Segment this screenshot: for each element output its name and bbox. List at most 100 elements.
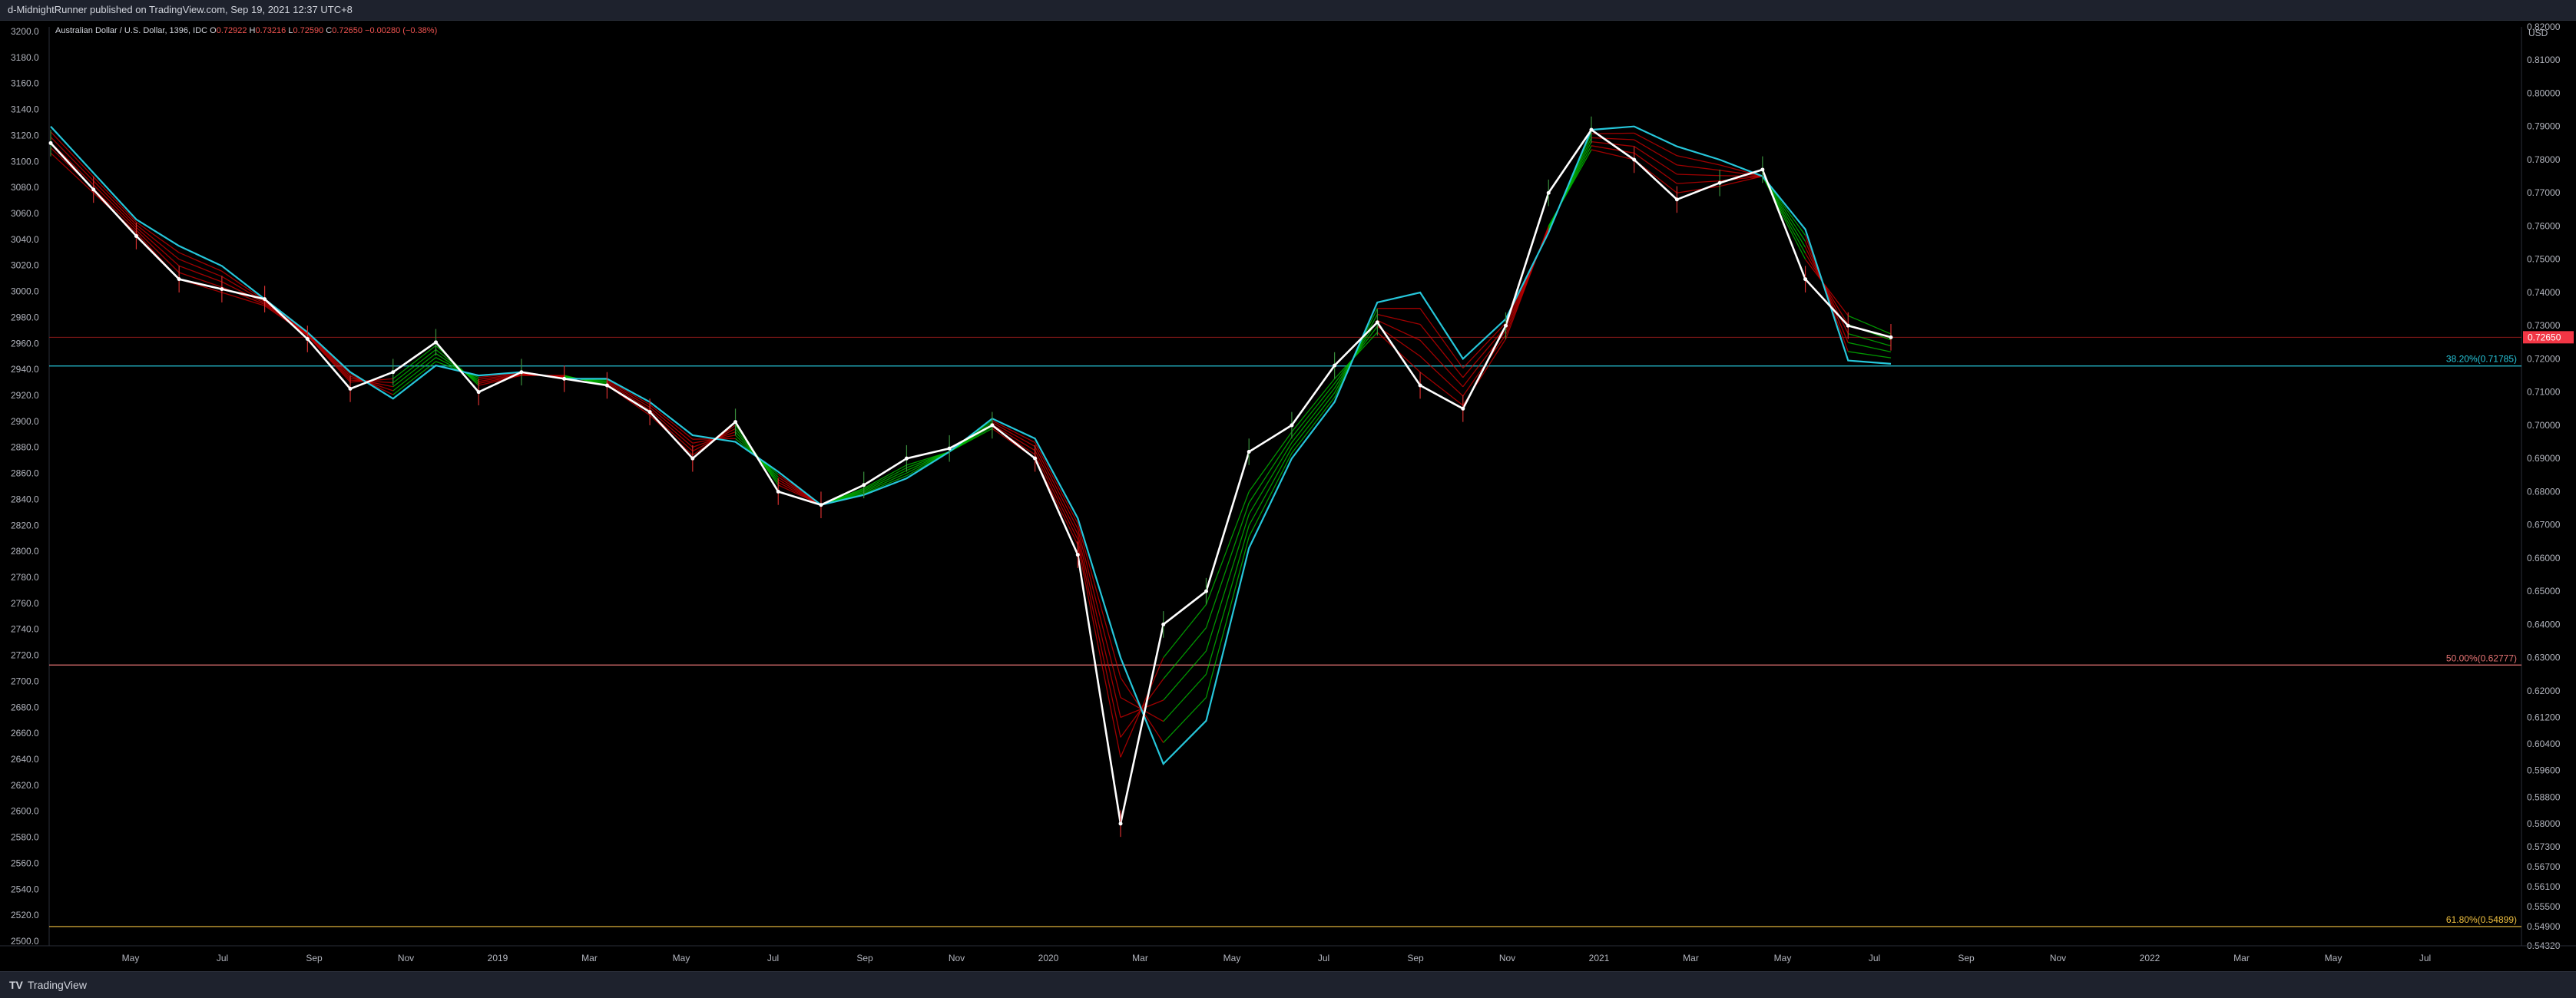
time-axis-tick: Nov [949,953,965,963]
ribbon-strand [306,333,351,377]
close-point [1717,180,1722,185]
ribbon-strand [1163,650,1207,701]
close-point [177,277,181,282]
ribbon-strand [1677,164,1720,171]
left-axis-tick: 2900.0 [11,416,39,427]
ribbon-strand [1205,491,1250,605]
ribbon-strand [1677,173,1720,177]
time-axis-tick: 2021 [1589,953,1610,963]
close-point [1375,320,1379,325]
ribbon-strand [221,281,265,304]
close-point [904,456,909,461]
ribbon-strand [1035,450,1078,535]
ribbon-strand [1634,132,1677,157]
price-chart[interactable]: 3200.0 3180.0 3160.0 3140.0 3120.0 3100.0 3080… [0,21,2576,971]
close-point [1033,456,1038,461]
ribbon-strand [607,379,651,405]
ribbon-strand [607,382,651,411]
left-axis-tick: 3060.0 [11,208,39,219]
ribbon-strand [1248,442,1293,515]
ribbon-strand [435,345,479,386]
ribbon-strand [178,265,223,283]
time-axis-tick: Sep [1958,953,1975,963]
time-axis-tick: Sep [306,953,323,963]
published-by-label: d-MidnightRunner published on TradingVie… [8,4,353,15]
right-axis-tick: 0.59600 [2527,765,2561,776]
ribbon-strand [1804,241,1849,343]
ribbon-strand [1205,514,1250,652]
close-value: 0.72650 [332,26,363,35]
ribbon-strand [1419,308,1464,368]
tradingview-logo[interactable]: TV TradingView [9,979,87,991]
ribbon-strand [349,377,393,388]
time-axis-tick: Jul [1318,953,1329,963]
close-point [348,386,353,391]
ribbon-strand [1591,137,1634,140]
close-point [862,483,866,487]
close-point [819,503,823,507]
tradingview-logo-icon: TV [9,979,23,991]
time-axis-tick: Jul [2419,953,2431,963]
ribbon-strand [992,421,1035,448]
close-point [1161,622,1166,626]
chart-area[interactable]: 3200.0 3180.0 3160.0 3140.0 3120.0 3100.0 3080… [0,21,2576,971]
right-axis-tick: 0.75000 [2527,254,2561,265]
ribbon-strand [1677,185,1720,193]
close-point [1290,423,1294,428]
open-label: O [210,26,217,35]
ribbon-strand [1634,152,1677,184]
left-axis-tick: 2760.0 [11,598,39,609]
right-axis-tick: 0.60400 [2527,739,2561,749]
ribbon-strand [1462,326,1507,378]
ribbon-strand [1163,604,1207,659]
right-axis-tick: 0.54900 [2527,921,2561,932]
right-axis-tick: 0.74000 [2527,287,2561,298]
close-point [476,390,481,395]
ema-ribbon [50,126,1892,765]
right-axis-tick: 0.80000 [2527,88,2561,98]
ribbon-strand [1848,342,1892,352]
bottom-bar: TV TradingView [0,971,2576,998]
ribbon-strand [1291,383,1336,438]
high-value: 0.73216 [255,26,286,35]
time-axis-tick: Mar [581,953,598,963]
left-axis-tick: 2740.0 [11,624,39,635]
right-price-axis: 0.82000 0.81000 0.80000 0.79000 0.78000 0.770… [2521,21,2574,951]
left-axis-tick: 2660.0 [11,728,39,739]
right-axis-tick: 0.57300 [2527,841,2561,852]
close-point [1118,821,1123,826]
left-axis-tick: 3200.0 [11,26,39,37]
ribbon-strand [1634,146,1677,175]
left-axis-tick: 3180.0 [11,52,39,63]
right-axis-tick: 0.58800 [2527,791,2561,802]
close-point [1589,127,1594,132]
close-point [220,287,224,292]
ribbon-strand [863,464,907,489]
ribbon-strand [1205,537,1250,698]
left-axis-tick: 2960.0 [11,338,39,349]
ribbon-strand [435,361,479,378]
time-axis-tick: 2020 [1038,953,1059,963]
fib-level-label: 50.00%(0.62777) [2446,653,2517,663]
ribbon-strand [1077,523,1121,678]
time-axis-tick: 2022 [2140,953,2160,963]
fib-levels: 38.20%(0.71785) 50.00%(0.62777) 61.80%(0.5… [49,336,2521,927]
right-axis-tick: 0.71000 [2527,387,2561,398]
ribbon-strand [1848,332,1892,347]
left-axis-tick: 2540.0 [11,884,39,894]
ribbon-strand [1077,534,1121,718]
ribbon-strand [1205,525,1250,675]
top-bar: d-MidnightRunner published on TradingVie… [0,0,2576,21]
left-axis-tick: 2560.0 [11,858,39,868]
close-point [1632,157,1637,162]
ribbon-strand [1035,442,1078,524]
right-axis-tick: 0.56100 [2527,881,2561,892]
left-axis-tick: 2520.0 [11,910,39,920]
right-axis-tick: 0.68000 [2527,486,2561,497]
ribbon-strand [1291,392,1336,448]
ribbon-strand [649,409,694,448]
left-axis-tick: 2720.0 [11,650,39,661]
ribbon-strand [136,221,180,253]
ribbon-strand [607,381,651,408]
ribbon-strand [50,131,94,177]
